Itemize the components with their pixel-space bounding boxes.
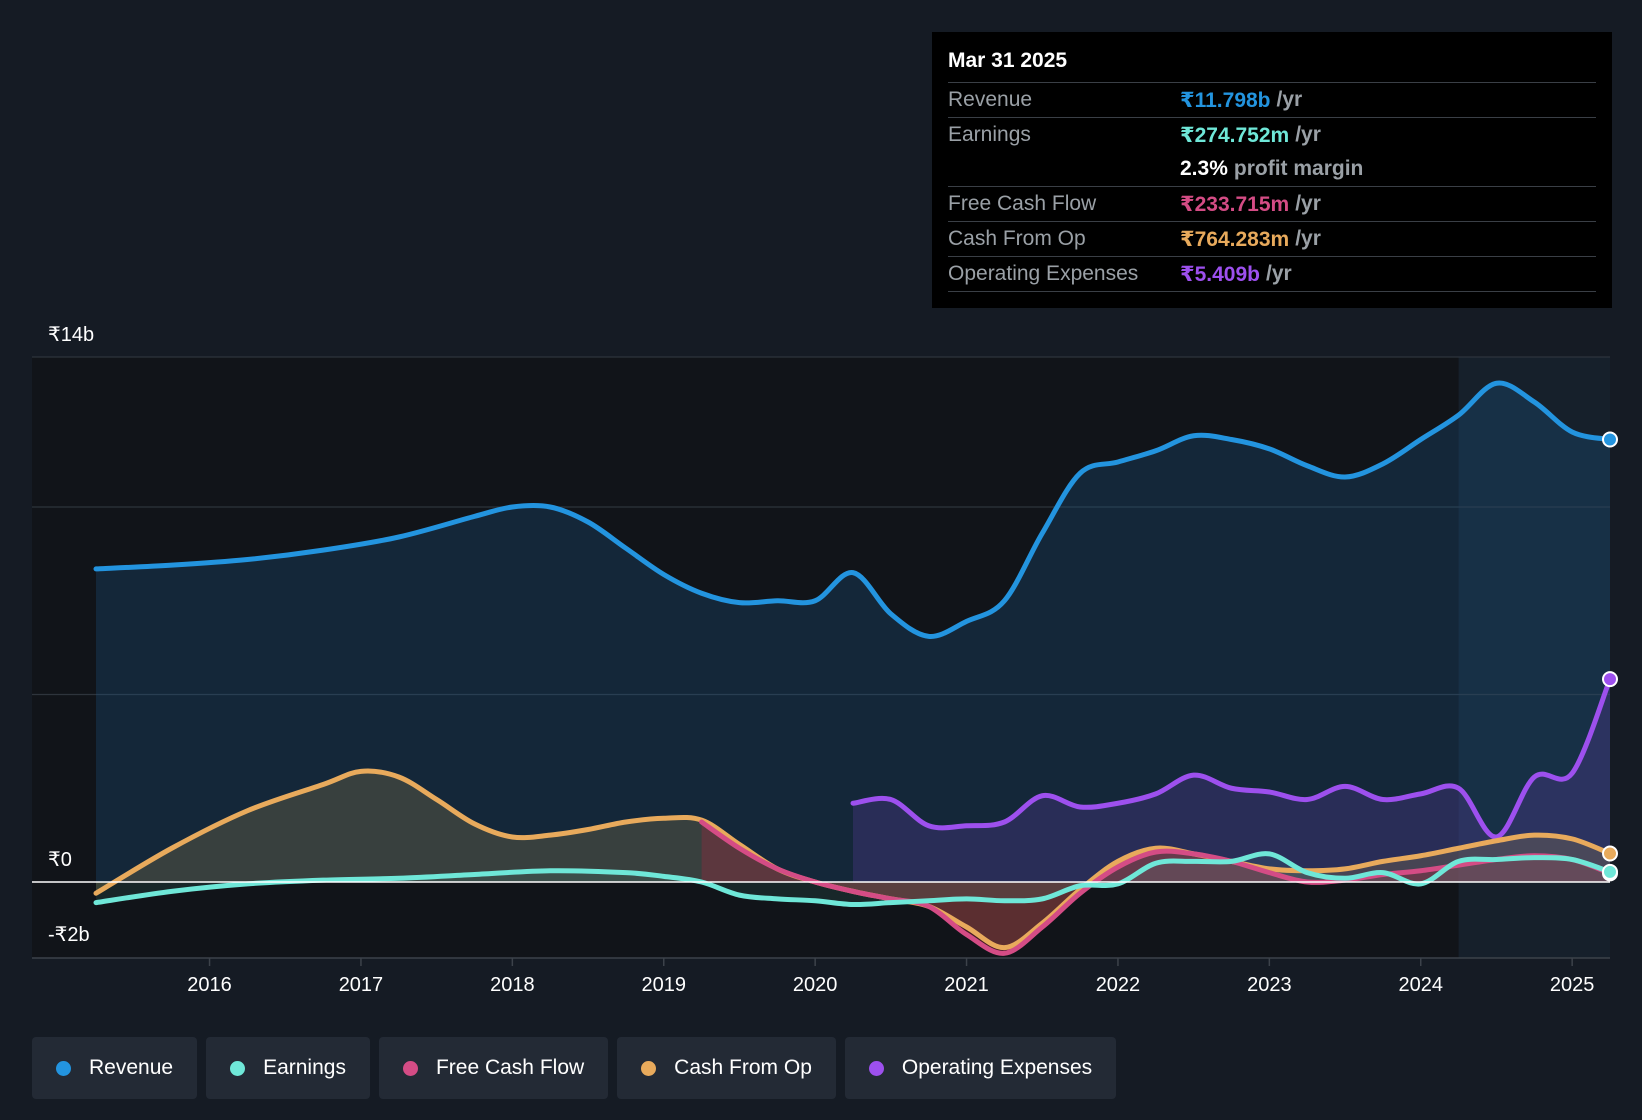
legend-dot-icon — [230, 1060, 246, 1076]
legend-item-operating-expenses[interactable]: Operating Expenses — [844, 1037, 1117, 1099]
chart: ₹14b₹0-₹2b 2016 2017 2018 2019 2020 2021 2022 2… — [32, 324, 1618, 996]
tooltip-value: ₹11.798b — [1180, 88, 1271, 112]
y-axis-labels: ₹14b ₹0 -₹2b — [48, 324, 94, 946]
series-line-free-cash-flow — [699, 819, 1610, 956]
y-tick-label: ₹14b — [48, 324, 94, 346]
series-end-point-cash-from-op — [1602, 845, 1618, 862]
legend-label: Revenue — [89, 1056, 174, 1079]
x-tick-label: 2018 — [490, 974, 535, 996]
tooltip-label: Cash From Op — [948, 227, 1086, 250]
tooltip-unit: profit margin — [1233, 157, 1364, 180]
line-layer — [93, 380, 1610, 956]
tooltip-unit: /yr — [1295, 192, 1321, 215]
legend-dot-icon — [56, 1060, 71, 1076]
legend-dot-icon — [402, 1060, 418, 1076]
legend-item-cash-from-op[interactable]: Cash From Op — [617, 1037, 836, 1099]
tooltip-unit: /yr — [1295, 123, 1321, 146]
tooltip-label: Revenue — [948, 88, 1033, 111]
tooltip-row-operating-expenses: Operating Expenses ₹5.409b /yr — [948, 256, 1596, 291]
legend-dot-icon — [868, 1060, 884, 1076]
tooltip-unit: /yr — [1295, 227, 1321, 250]
end-markers — [1602, 431, 1618, 882]
tooltip-value: ₹764.283m — [1180, 227, 1290, 251]
x-tick-label: 2019 — [642, 974, 687, 996]
legend-label: Cash From Op — [674, 1056, 812, 1079]
legend-dot-icon — [641, 1060, 657, 1076]
x-tick-label: 2016 — [187, 974, 232, 996]
tooltip-label: Operating Expenses — [948, 262, 1139, 285]
x-axis-labels: 2016 2017 2018 2019 2020 2021 2022 2023 2024 2025 — [187, 958, 1594, 996]
x-tick-label: 2022 — [1096, 974, 1141, 996]
x-tick-label: 2023 — [1247, 974, 1292, 996]
tooltip-value: 2.3% — [1180, 157, 1228, 180]
series-area-free-cash-flow — [701, 822, 1610, 954]
series-area-revenue — [96, 383, 1610, 882]
x-tick-label: 2021 — [944, 974, 989, 996]
y-tick-label: -₹2b — [48, 924, 90, 946]
tooltip-row-profit-margin: 2.3% profit margin — [948, 152, 1596, 186]
series-area-cash-from-op — [96, 771, 1610, 948]
tooltip-label: Earnings — [948, 123, 1031, 146]
tooltip-value: ₹5.409b — [1180, 262, 1260, 286]
x-tick-label: 2017 — [339, 974, 384, 996]
gridlines — [32, 356, 1610, 696]
tooltip-divider — [948, 291, 1596, 292]
series-line-operating-expenses — [850, 676, 1610, 840]
tooltip-row-earnings: Earnings ₹274.752m /yr — [948, 117, 1596, 152]
tooltip-row-cash-from-op: Cash From Op ₹764.283m /yr — [948, 221, 1596, 256]
legend-item-free-cash-flow[interactable]: Free Cash Flow — [378, 1037, 609, 1099]
series-line-earnings — [93, 851, 1610, 908]
tooltip-unit: /yr — [1276, 88, 1303, 111]
tooltip-panel: Mar 31 2025 Revenue ₹11.798b /yr Earning… — [932, 32, 1612, 308]
x-tick-label: 2020 — [793, 974, 838, 996]
series-line-revenue — [93, 380, 1610, 639]
tooltip-value: ₹233.715m — [1180, 192, 1290, 216]
series-area-operating-expenses — [853, 679, 1610, 882]
tooltip-row-free-cash-flow: Free Cash Flow ₹233.715m /yr — [948, 186, 1596, 221]
legend: Revenue Earnings Free Cash Flow Cash Fro… — [32, 1037, 1117, 1099]
tooltip-value: ₹274.752m — [1180, 123, 1290, 147]
tooltip-unit: /yr — [1266, 262, 1292, 285]
tooltip-label: Free Cash Flow — [948, 192, 1097, 215]
tooltip-row-revenue: Revenue ₹11.798b /yr — [948, 82, 1596, 117]
series-area-earnings — [96, 853, 1610, 905]
x-tick-label: 2025 — [1550, 974, 1595, 996]
area-layer — [96, 383, 1610, 954]
legend-label: Earnings — [263, 1056, 346, 1079]
series-end-point-revenue — [1602, 431, 1618, 448]
series-end-point-operating-expenses — [1602, 671, 1618, 688]
series-end-point-earnings — [1602, 863, 1618, 880]
legend-label: Operating Expenses — [901, 1056, 1093, 1079]
legend-label: Free Cash Flow — [435, 1056, 585, 1079]
x-tick-label: 2024 — [1399, 974, 1444, 996]
legend-item-revenue[interactable]: Revenue — [32, 1037, 198, 1099]
y-tick-label: ₹0 — [48, 849, 72, 871]
legend-item-earnings[interactable]: Earnings — [206, 1037, 370, 1099]
plot-background — [32, 357, 1610, 958]
tooltip-date: Mar 31 2025 — [948, 49, 1068, 72]
